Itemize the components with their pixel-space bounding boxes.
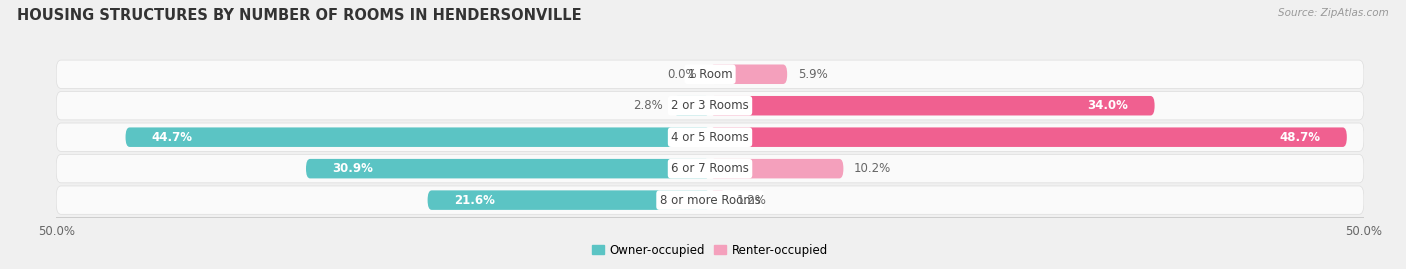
Text: 30.9%: 30.9% (332, 162, 373, 175)
Text: 48.7%: 48.7% (1279, 131, 1320, 144)
Text: 4 or 5 Rooms: 4 or 5 Rooms (671, 131, 749, 144)
Text: 0.0%: 0.0% (668, 68, 697, 81)
FancyBboxPatch shape (125, 128, 710, 147)
Text: Source: ZipAtlas.com: Source: ZipAtlas.com (1278, 8, 1389, 18)
FancyBboxPatch shape (56, 123, 1364, 151)
Text: 1 Room: 1 Room (688, 68, 733, 81)
FancyBboxPatch shape (710, 96, 1154, 115)
Text: 21.6%: 21.6% (454, 194, 495, 207)
Text: 5.9%: 5.9% (797, 68, 827, 81)
Text: HOUSING STRUCTURES BY NUMBER OF ROOMS IN HENDERSONVILLE: HOUSING STRUCTURES BY NUMBER OF ROOMS IN… (17, 8, 582, 23)
FancyBboxPatch shape (710, 159, 844, 178)
FancyBboxPatch shape (56, 60, 1364, 89)
FancyBboxPatch shape (307, 159, 710, 178)
Text: 6 or 7 Rooms: 6 or 7 Rooms (671, 162, 749, 175)
FancyBboxPatch shape (710, 190, 725, 210)
FancyBboxPatch shape (56, 186, 1364, 214)
Text: 2 or 3 Rooms: 2 or 3 Rooms (671, 99, 749, 112)
Text: 2.8%: 2.8% (633, 99, 664, 112)
Legend: Owner-occupied, Renter-occupied: Owner-occupied, Renter-occupied (586, 239, 834, 261)
Text: 10.2%: 10.2% (853, 162, 891, 175)
Text: 44.7%: 44.7% (152, 131, 193, 144)
FancyBboxPatch shape (427, 190, 710, 210)
FancyBboxPatch shape (56, 154, 1364, 183)
FancyBboxPatch shape (710, 128, 1347, 147)
FancyBboxPatch shape (56, 91, 1364, 120)
Text: 8 or more Rooms: 8 or more Rooms (659, 194, 761, 207)
Text: 1.2%: 1.2% (737, 194, 766, 207)
FancyBboxPatch shape (710, 65, 787, 84)
FancyBboxPatch shape (673, 96, 710, 115)
Text: 34.0%: 34.0% (1088, 99, 1129, 112)
